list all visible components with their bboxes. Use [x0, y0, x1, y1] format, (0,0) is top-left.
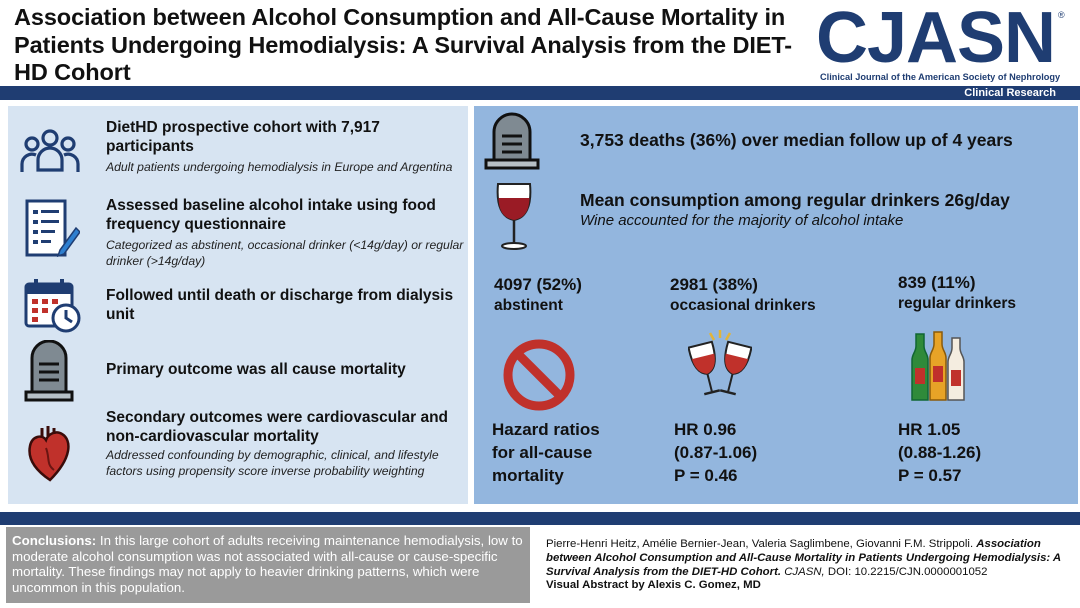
group-count: 839 (11%) — [898, 273, 976, 292]
hr-ci: (0.88-1.26) — [898, 443, 982, 462]
hr-line: Hazard ratios — [492, 420, 600, 439]
citation-doi[interactable]: DOI: 10.2215/CJN.0000001052 — [824, 565, 988, 578]
list-item: Assessed baseline alcohol intake using f… — [8, 190, 468, 270]
conclusion-box: Conclusions: In this large cohort of adu… — [6, 527, 530, 603]
bottles-icon — [904, 328, 974, 407]
journal-logo[interactable]: CJASN ® Clinical Journal of the American… — [816, 0, 1066, 82]
list-item: Primary outcome was all cause mortality — [8, 338, 468, 404]
logo-wordmark: CJASN — [816, 0, 1056, 78]
methods-panel: DietHD prospective cohort with 7,917 par… — [8, 106, 468, 504]
section-bar: Clinical Research — [0, 86, 1080, 100]
item-desc: Categorized as abstinent, occasional dri… — [106, 238, 464, 268]
hazard-ratio-label: Hazard ratios for all-cause mortality — [492, 418, 600, 487]
item-title: DietHD prospective cohort with 7,917 par… — [106, 119, 380, 155]
item-title: Primary outcome was all cause mortality — [106, 361, 406, 378]
heart-icon — [26, 424, 74, 487]
citation-journal: CJASN, — [781, 565, 825, 578]
prohibited-icon — [502, 338, 576, 417]
group-label: occasional drinkers — [670, 297, 816, 314]
hr-regular: HR 1.05 (0.88-1.26) P = 0.57 — [898, 418, 981, 487]
citation-authors: Pierre-Henri Heitz, Amélie Bernier-Jean,… — [546, 538, 977, 550]
group-occasional: 2981 (38%) occasional drinkers — [670, 274, 816, 316]
citation: Pierre-Henri Heitz, Amélie Bernier-Jean,… — [546, 538, 1074, 593]
item-title: Followed until death or discharge from d… — [106, 287, 454, 323]
calendar-clock-icon — [24, 278, 82, 339]
group-count: 4097 (52%) — [494, 275, 582, 294]
hr-p: P = 0.57 — [898, 466, 962, 485]
page-title: Association between Alcohol Consumption … — [14, 4, 793, 85]
item-title: Assessed baseline alcohol intake using f… — [106, 197, 436, 233]
cheers-glasses-icon — [687, 328, 753, 411]
group-count: 2981 (38%) — [670, 275, 758, 294]
wine-note: Wine accounted for the majority of alcoh… — [580, 212, 904, 229]
people-icon — [20, 128, 80, 179]
item-desc: Adult patients undergoing hemodialysis i… — [106, 160, 453, 174]
item-desc: Addressed confounding by demographic, cl… — [106, 448, 439, 478]
group-abstinent: 4097 (52%) abstinent — [494, 274, 582, 316]
header: Association between Alcohol Consumption … — [0, 0, 1080, 88]
hr-occasional: HR 0.96 (0.87-1.06) P = 0.46 — [674, 418, 757, 487]
hr-value: HR 1.05 — [898, 420, 961, 439]
hr-line: for all-cause — [492, 443, 593, 462]
deaths-summary: 3,753 deaths (36%) over median follow up… — [580, 130, 1013, 150]
list-item: Secondary outcomes were cardiovascular a… — [8, 406, 468, 502]
wine-glass-icon — [494, 180, 534, 257]
visual-abstract-credit: Visual Abstract by Alexis C. Gomez, MD — [546, 579, 761, 592]
registered-mark: ® — [1058, 10, 1065, 20]
results-panel: 3,753 deaths (36%) over median follow up… — [474, 106, 1078, 504]
list-item: Followed until death or discharge from d… — [8, 276, 468, 336]
group-regular: 839 (11%) regular drinkers — [898, 272, 1016, 314]
footer-bar — [0, 512, 1080, 525]
conclusion-label: Conclusions: — [12, 533, 97, 548]
section-label: Clinical Research — [964, 87, 1056, 99]
hr-value: HR 0.96 — [674, 420, 737, 439]
group-label: regular drinkers — [898, 295, 1017, 312]
list-item: DietHD prospective cohort with 7,917 par… — [8, 114, 468, 194]
hr-p: P = 0.46 — [674, 466, 738, 485]
item-title: Secondary outcomes were cardiovascular a… — [106, 409, 448, 445]
citation-title: Association between Alcohol Consumption … — [546, 538, 1061, 578]
hr-ci: (0.87-1.06) — [674, 443, 758, 462]
logo-subtitle: Clinical Journal of the American Society… — [820, 72, 1061, 82]
mean-consumption: Mean consumption among regular drinkers … — [580, 190, 1010, 210]
hr-line: mortality — [492, 466, 564, 485]
tombstone-icon — [484, 112, 540, 175]
questionnaire-icon — [24, 198, 81, 265]
tombstone-icon — [24, 339, 74, 407]
conclusion-text: In this large cohort of adults receiving… — [12, 533, 523, 595]
group-label: abstinent — [494, 297, 563, 314]
